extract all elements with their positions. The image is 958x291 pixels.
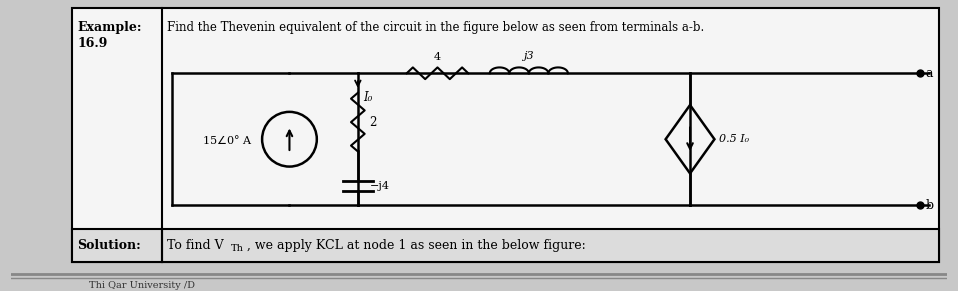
Text: Example:: Example: — [78, 22, 142, 35]
Text: −j4: −j4 — [370, 181, 390, 191]
FancyBboxPatch shape — [72, 8, 939, 262]
Text: j3: j3 — [523, 51, 535, 61]
Text: 2: 2 — [370, 116, 376, 129]
Bar — [72, 229, 939, 262]
Text: 16.9: 16.9 — [78, 37, 108, 50]
Text: Solution:: Solution: — [78, 239, 141, 252]
Text: Th: Th — [231, 244, 243, 253]
Text: a: a — [925, 67, 933, 80]
Text: Thi Qar University /D: Thi Qar University /D — [89, 281, 195, 290]
Text: , we apply KCL at node 1 as seen in the below figure:: , we apply KCL at node 1 as seen in the … — [247, 239, 586, 252]
Text: To find V: To find V — [168, 239, 224, 252]
Text: 15$\angle$0° A: 15$\angle$0° A — [202, 133, 252, 146]
Text: 0.5 I₀: 0.5 I₀ — [719, 134, 749, 144]
Text: I₀: I₀ — [363, 91, 372, 104]
Text: 4: 4 — [434, 52, 441, 62]
Text: b: b — [925, 199, 934, 212]
Text: Find the Thevenin equivalent of the circuit in the figure below as seen from ter: Find the Thevenin equivalent of the circ… — [168, 22, 704, 35]
